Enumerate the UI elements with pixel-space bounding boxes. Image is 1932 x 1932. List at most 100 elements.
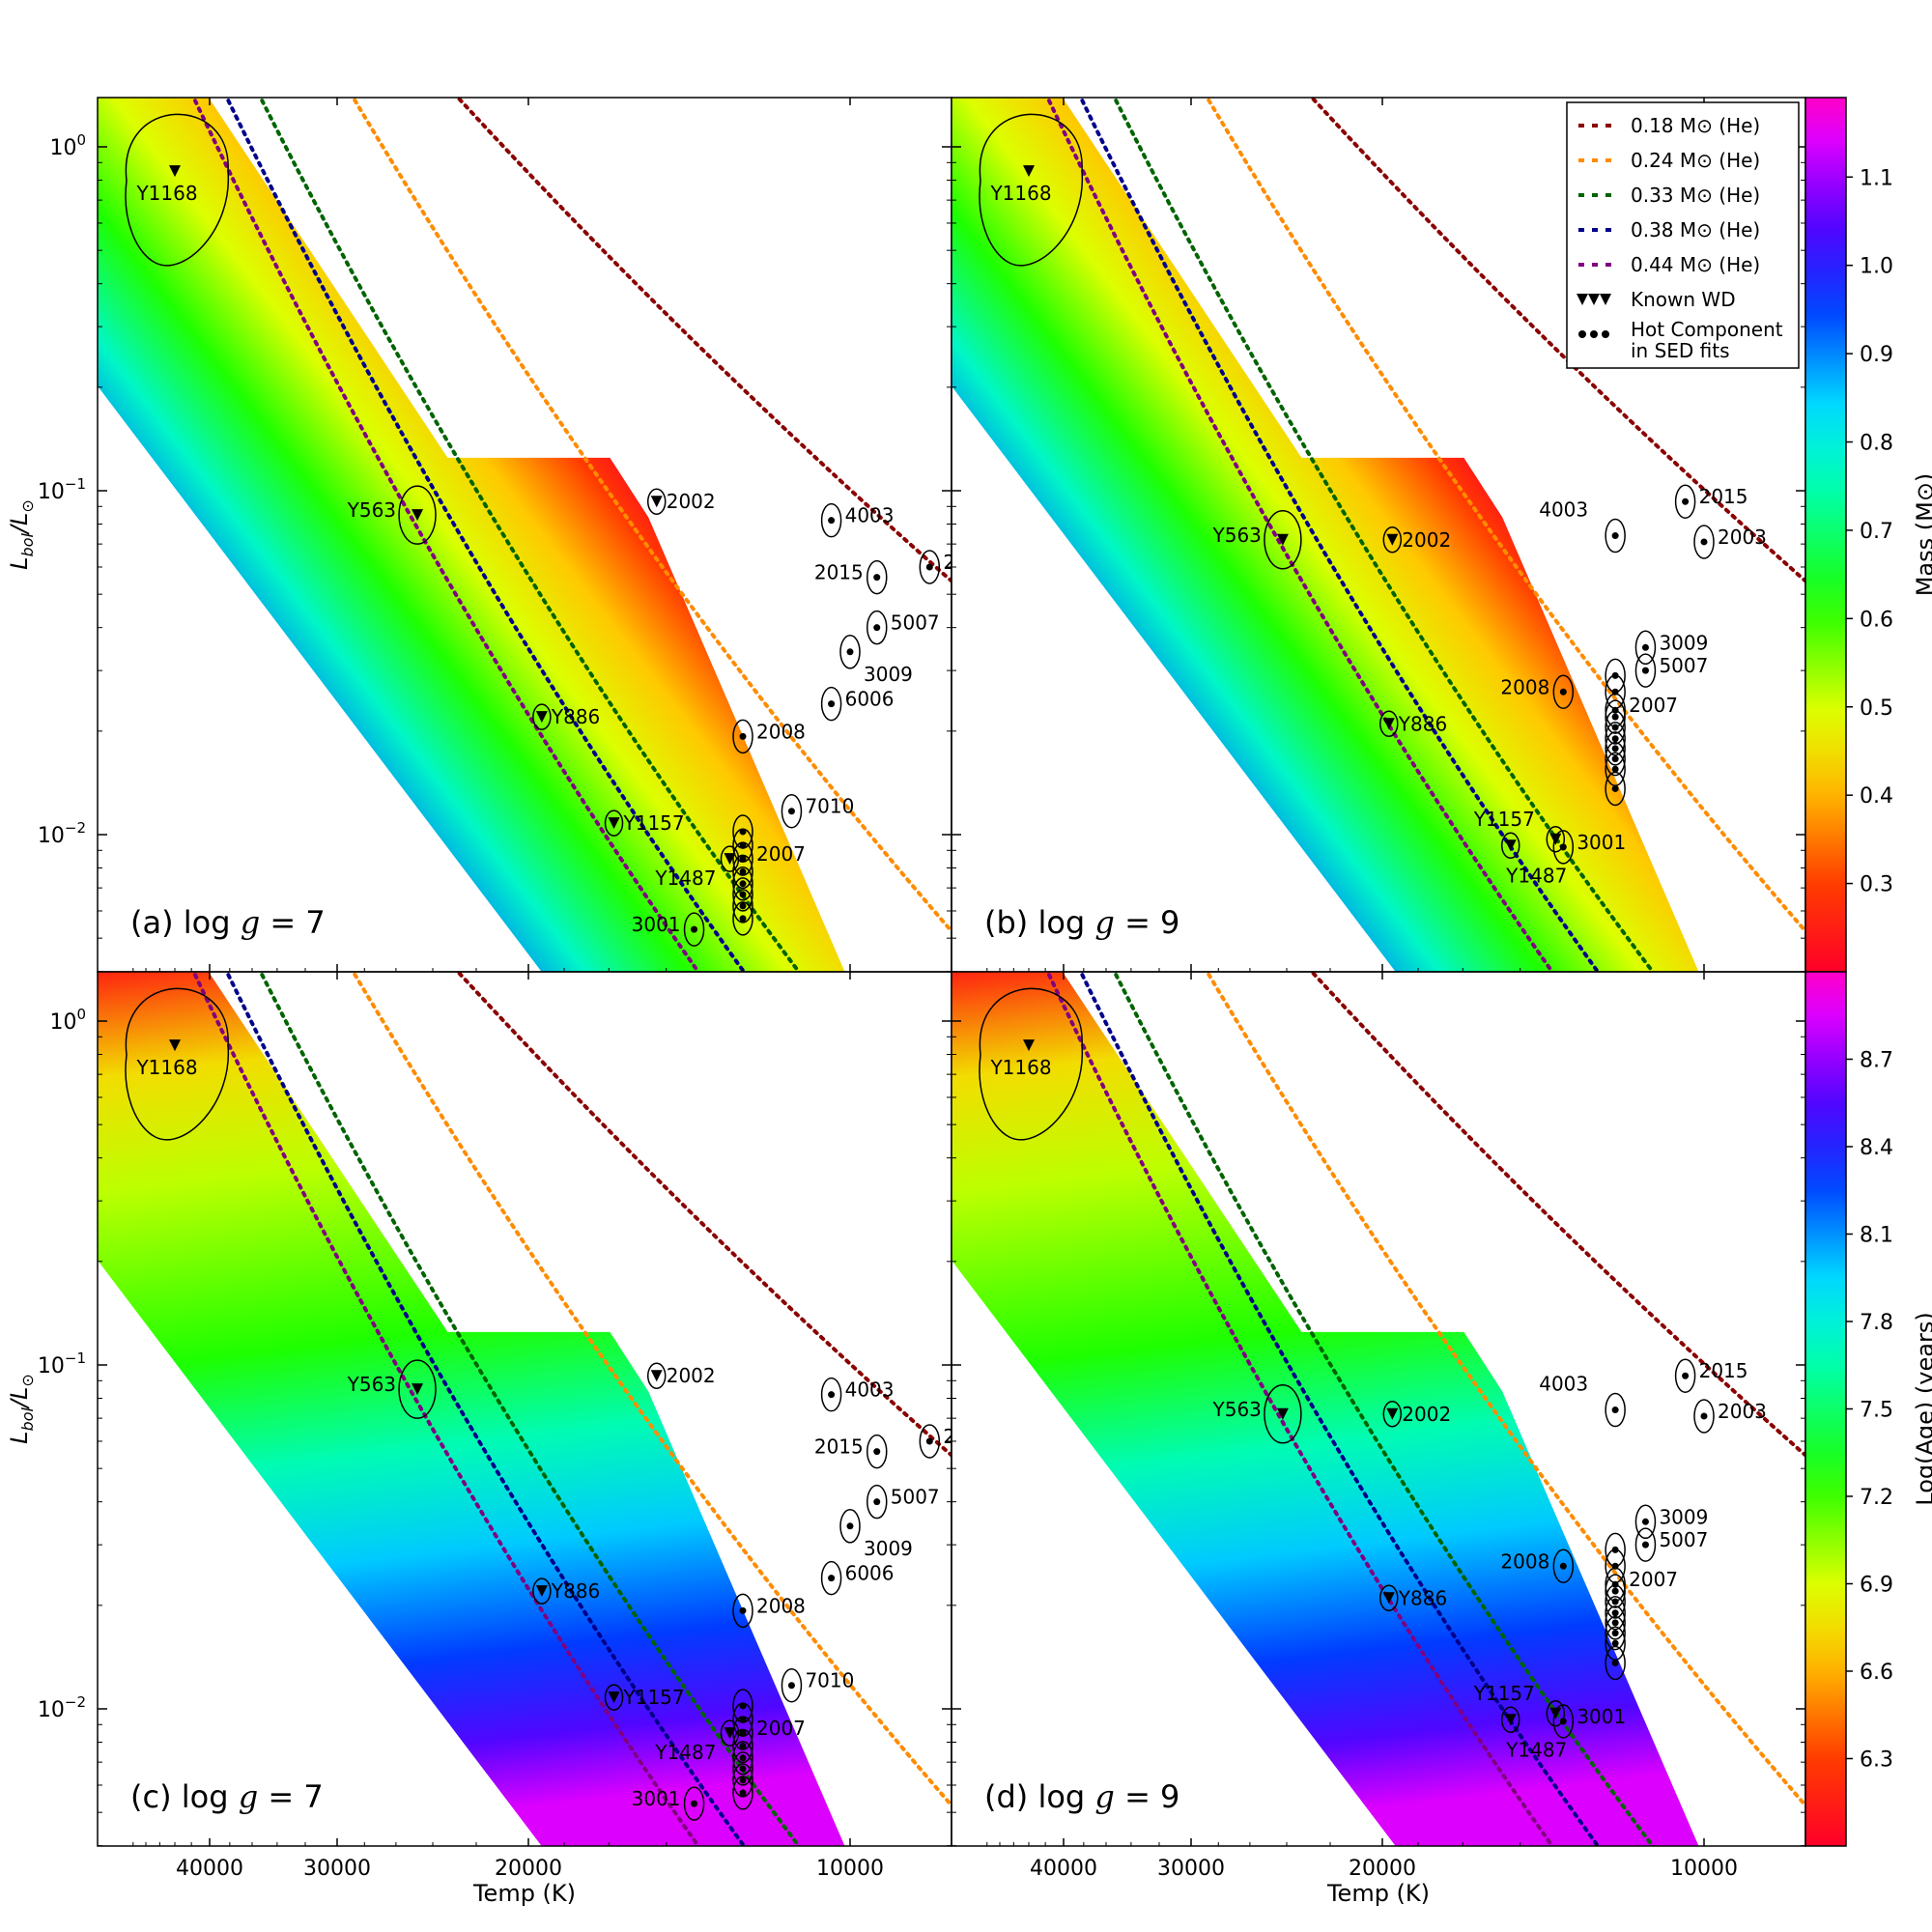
- wd-label: Y1168: [989, 182, 1051, 205]
- panel-label: (d) log g = 9: [984, 1778, 1179, 1815]
- hot-component-marker: [1611, 532, 1619, 540]
- error-ellipse: [867, 1484, 888, 1520]
- error-ellipse: [867, 559, 888, 595]
- y-axis-label: Lbol/L⊙: [6, 1374, 37, 1444]
- wd-label: Y1168: [989, 1056, 1051, 1079]
- hot-component-marker: [1611, 745, 1619, 753]
- hot-component-marker: [739, 1742, 747, 1749]
- error-ellipse: [125, 113, 229, 267]
- hot-component-label: 3009: [1659, 1505, 1708, 1528]
- error-ellipse: [732, 889, 753, 923]
- hot-component-marker: [1611, 1639, 1619, 1647]
- hot-component-marker: [1641, 1518, 1649, 1525]
- hot-component-marker: [739, 1789, 747, 1797]
- error-ellipse: [1605, 518, 1626, 554]
- error-ellipse: [781, 793, 803, 829]
- error-ellipse: [398, 485, 437, 545]
- y-tick-label: 10−2: [38, 819, 86, 848]
- hot-component-label: 2008: [756, 720, 806, 743]
- colorbar-tick-label: 0.8: [1860, 432, 1893, 456]
- error-ellipse: [646, 488, 667, 515]
- hot-component-marker: [1559, 1718, 1567, 1725]
- hot-component-marker: [1611, 713, 1619, 721]
- known-wd-marker: [412, 1383, 424, 1396]
- wd-label: Y1157: [623, 1686, 685, 1709]
- colorbar-mass: 1.1 1.0 0.9 0.8 0.7 0.6 0.5 0.4 0.3 Mass (M⊙): [1804, 97, 1932, 973]
- error-ellipse: [732, 877, 753, 912]
- x-axis-label: Temp (K): [472, 1880, 576, 1907]
- colorbar-tick-label: 7.5: [1860, 1399, 1893, 1423]
- legend: 0.18 M⊙ (He) 0.24 M⊙ (He) 0.33 M⊙ (He) 0.38…: [1566, 101, 1800, 369]
- colorbar-tick-label: 6.6: [1860, 1661, 1893, 1685]
- panel-b: Y1168 Y563 Y886 Y1157 Y1487 2002 4003 2015 2003 3…: [951, 97, 1806, 973]
- colorbar-label: Mass (M⊙): [1912, 473, 1932, 597]
- hot-component-label: 3001: [1577, 1705, 1626, 1728]
- error-ellipse: [1693, 1399, 1715, 1434]
- known-wd-marker: [608, 817, 620, 830]
- known-wd-marker: [650, 496, 663, 508]
- hot-component-marker: [1611, 724, 1619, 731]
- colorbar-label: Log(Age) (years): [1912, 1312, 1932, 1505]
- track-0.24: [1205, 972, 1805, 1808]
- axis-label-layer: Temp (K) Temp (K) Lbol/L⊙ Lbol/L⊙: [6, 499, 1430, 1907]
- colorbar-age: 8.7 8.4 8.1 7.8 7.5 7.2 6.9 6.6 6.3 Log(Age) (yea…: [1804, 971, 1932, 1847]
- track-0.44: [191, 972, 701, 1846]
- error-ellipse: [1605, 699, 1626, 734]
- legend-entry: 0.33 M⊙ (He): [1631, 184, 1760, 207]
- hot-component-label: 3001: [632, 913, 681, 936]
- panel-c: Y1168 Y563 Y886 Y1157 Y1487 2002 4003 2015 2003 5…: [38, 971, 952, 1881]
- hot-component-label: 3009: [864, 1537, 913, 1560]
- error-ellipse: [1634, 1527, 1657, 1562]
- error-ellipse: [1605, 731, 1626, 766]
- wd-label: Y1168: [135, 182, 197, 205]
- x-tick-label: 10000: [1670, 1857, 1738, 1881]
- hot-component-marker: [925, 1437, 933, 1445]
- legend-entry: 0.38 M⊙ (He): [1631, 218, 1760, 242]
- track-0.38: [224, 972, 747, 1846]
- hot-component-label: 2003: [1718, 1400, 1767, 1423]
- x-tick-label: 40000: [1030, 1857, 1097, 1881]
- legend-entry: in SED fits: [1631, 339, 1730, 362]
- track-0.24: [351, 98, 952, 934]
- error-ellipse: [1264, 510, 1302, 570]
- legend-marker: [1590, 330, 1598, 338]
- error-ellipse: [1605, 722, 1626, 756]
- legend-marker: [1578, 330, 1586, 338]
- hot-component-marker: [739, 1754, 747, 1762]
- hot-component-marker: [739, 1776, 747, 1784]
- hot-component-marker: [691, 925, 698, 933]
- hot-component-marker: [1611, 765, 1619, 773]
- panel-plot-area: Y1168 Y563 Y886 Y1157 Y1487 2002 4003 2015 2003 5…: [98, 972, 952, 1846]
- error-ellipse: [646, 1362, 667, 1389]
- hot-component-label: 2008: [756, 1594, 806, 1617]
- error-ellipse: [732, 867, 753, 901]
- hot-component-marker: [1611, 1562, 1619, 1570]
- panel-plot-area: Y1168 Y563 Y886 Y1157 Y1487 2002 4003 2015 2003 5…: [98, 98, 952, 972]
- hot-component-marker: [846, 648, 854, 656]
- track-0.44: [191, 98, 701, 972]
- error-ellipse: [720, 845, 740, 872]
- error-ellipse: [820, 502, 842, 538]
- known-wd-marker: [535, 711, 548, 724]
- error-ellipse: [125, 987, 229, 1141]
- error-ellipse: [398, 1359, 437, 1419]
- error-ellipse: [839, 635, 861, 669]
- known-wd-marker: [1023, 1039, 1035, 1052]
- error-ellipse: [1605, 1645, 1626, 1681]
- colorbar-tick-label: 8.7: [1860, 1049, 1893, 1073]
- hot-component-label: 2008: [1500, 1549, 1549, 1573]
- panel-d: Y1168 Y563 Y886 Y1157 Y1487 2002 4003 2015 2003 3…: [951, 971, 1806, 1881]
- y-tick-label: 10−1: [38, 475, 86, 504]
- wd-label: Y1487: [654, 1741, 716, 1764]
- hot-component-label: 2015: [1699, 485, 1748, 508]
- wd-label: Y886: [551, 705, 600, 728]
- hot-component-marker: [739, 915, 747, 923]
- error-ellipse: [1500, 1706, 1520, 1733]
- panel-plot-area: Y1168 Y563 Y886 Y1157 Y1487 2002 4003 2015 2003 3…: [952, 98, 1805, 972]
- hot-component-marker: [739, 1765, 747, 1773]
- error-ellipse: [1634, 1504, 1657, 1540]
- track-0.38: [1078, 98, 1601, 972]
- error-ellipse: [732, 1763, 753, 1798]
- error-ellipse: [732, 854, 753, 890]
